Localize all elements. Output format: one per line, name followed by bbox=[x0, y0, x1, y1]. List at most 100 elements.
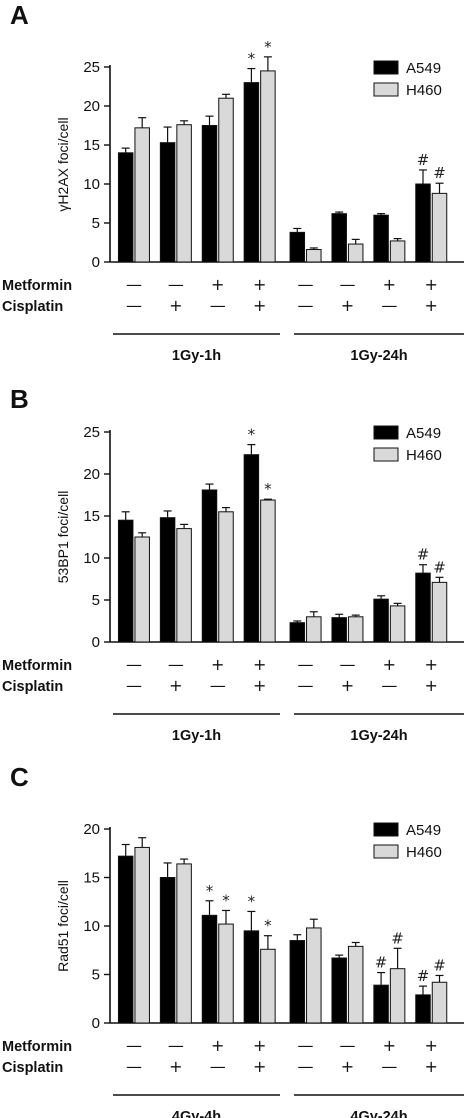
legend-label: A549 bbox=[406, 425, 441, 442]
bar-h460 bbox=[431, 981, 448, 1024]
significance-marker: # bbox=[417, 967, 430, 985]
y-axis-label: 53BP1 foci/cell bbox=[55, 491, 71, 584]
y-tick-label: 5 bbox=[92, 592, 100, 609]
y-tick-label: 20 bbox=[83, 466, 100, 483]
bar-h460 bbox=[306, 927, 322, 1024]
treatment-sign: — bbox=[210, 296, 226, 315]
significance-marker: # bbox=[433, 558, 446, 576]
significance-marker: * bbox=[248, 50, 256, 68]
group-label: 1Gy-1h bbox=[172, 728, 221, 744]
y-tick-label: 25 bbox=[83, 424, 100, 441]
treatment-sign: — bbox=[339, 655, 355, 674]
bar-a549 bbox=[243, 454, 260, 643]
treatment-sign: + bbox=[169, 676, 182, 695]
panel-letter: C bbox=[10, 762, 29, 792]
significance-marker: * bbox=[206, 882, 214, 900]
y-axis-label: γH2AX foci/cell bbox=[55, 117, 71, 211]
treatment-sign: — bbox=[298, 676, 314, 695]
bar-h460 bbox=[134, 846, 150, 1024]
group-label: 1Gy-24h bbox=[350, 348, 407, 364]
y-tick-label: 0 bbox=[92, 634, 100, 651]
bar-h460 bbox=[260, 70, 276, 263]
significance-marker: * bbox=[248, 892, 256, 910]
bar-a549 bbox=[415, 994, 431, 1024]
bar-a549 bbox=[117, 152, 134, 263]
bar-a549 bbox=[201, 914, 218, 1024]
y-tick-label: 5 bbox=[92, 967, 100, 984]
bar-a549 bbox=[243, 930, 260, 1024]
treatment-sign: — bbox=[381, 676, 397, 695]
y-tick-label: 20 bbox=[83, 98, 100, 115]
treatment-sign: + bbox=[341, 1057, 354, 1076]
treatment-sign: — bbox=[298, 655, 314, 674]
treatment-sign: + bbox=[425, 1036, 438, 1055]
treatment-sign: — bbox=[168, 275, 184, 294]
significance-marker: # bbox=[391, 929, 404, 947]
group-label: 4Gy-4h bbox=[172, 1109, 221, 1118]
significance-marker: * bbox=[264, 917, 272, 935]
treatment-sign: — bbox=[126, 275, 142, 294]
bar-h460 bbox=[306, 616, 322, 643]
treatment-sign: — bbox=[126, 676, 142, 695]
treatment-sign: — bbox=[298, 1057, 314, 1076]
treatment-sign: — bbox=[126, 1057, 142, 1076]
row-label-metformin: Metformin bbox=[2, 1039, 72, 1055]
bar-h460 bbox=[218, 97, 234, 263]
bar-h460 bbox=[176, 124, 192, 263]
bar-h460 bbox=[431, 581, 448, 643]
legend-label: A549 bbox=[406, 822, 441, 839]
legend-label: A549 bbox=[406, 60, 441, 77]
legend-swatch bbox=[373, 425, 399, 440]
treatment-sign: — bbox=[126, 1036, 142, 1055]
bar-a549 bbox=[331, 213, 347, 263]
y-tick-label: 0 bbox=[92, 1015, 100, 1032]
panel-b: B 0 5 10 15 20 25 53BP1 foci/cell * * ## A549 H460 Me… bbox=[2, 384, 464, 744]
y-tick-label: 5 bbox=[92, 215, 100, 232]
bar-h460 bbox=[218, 923, 234, 1024]
treatment-sign: — bbox=[168, 655, 184, 674]
bar-a549 bbox=[117, 855, 134, 1024]
y-tick-label: 15 bbox=[83, 508, 100, 525]
treatment-sign: + bbox=[253, 1036, 266, 1055]
bar-a549 bbox=[415, 183, 431, 263]
row-label-cisplatin: Cisplatin bbox=[2, 1060, 63, 1076]
y-axis-label: Rad51 foci/cell bbox=[55, 880, 71, 972]
bar-a549 bbox=[117, 519, 134, 643]
panel-a: A 0 5 10 15 20 25 γH2AX foci/cell * * ## A549 H460 Me… bbox=[2, 0, 464, 364]
significance-marker: * bbox=[264, 480, 272, 498]
legend-label: H460 bbox=[406, 844, 442, 861]
y-tick-label: 25 bbox=[83, 59, 100, 76]
bar-a549 bbox=[159, 142, 176, 263]
bar-h460 bbox=[260, 499, 276, 643]
bar-a549 bbox=[373, 598, 389, 643]
y-tick-label: 20 bbox=[83, 821, 100, 838]
bar-h460 bbox=[260, 948, 276, 1024]
bar-a549 bbox=[373, 984, 389, 1024]
bar-h460 bbox=[431, 192, 448, 263]
treatment-sign: — bbox=[210, 676, 226, 695]
bar-h460 bbox=[347, 945, 364, 1024]
treatment-sign: — bbox=[126, 655, 142, 674]
bar-h460 bbox=[389, 240, 406, 263]
significance-marker: * bbox=[222, 891, 230, 909]
y-tick-label: 0 bbox=[92, 254, 100, 271]
y-tick-label: 10 bbox=[83, 550, 100, 567]
group-label: 4Gy-24h bbox=[350, 1109, 407, 1118]
bar-h460 bbox=[134, 536, 150, 643]
y-tick-label: 15 bbox=[83, 870, 100, 887]
treatment-sign: + bbox=[341, 676, 354, 695]
treatment-sign: + bbox=[253, 296, 266, 315]
bar-a549 bbox=[415, 572, 431, 643]
legend-swatch bbox=[373, 822, 399, 837]
treatment-sign: + bbox=[211, 275, 224, 294]
legend-swatch bbox=[373, 844, 399, 859]
bar-h460 bbox=[389, 968, 406, 1024]
treatment-sign: + bbox=[425, 655, 438, 674]
treatment-sign: + bbox=[253, 676, 266, 695]
treatment-sign: + bbox=[253, 655, 266, 674]
bar-a549 bbox=[373, 214, 389, 263]
treatment-sign: — bbox=[339, 275, 355, 294]
bar-a549 bbox=[201, 489, 218, 643]
